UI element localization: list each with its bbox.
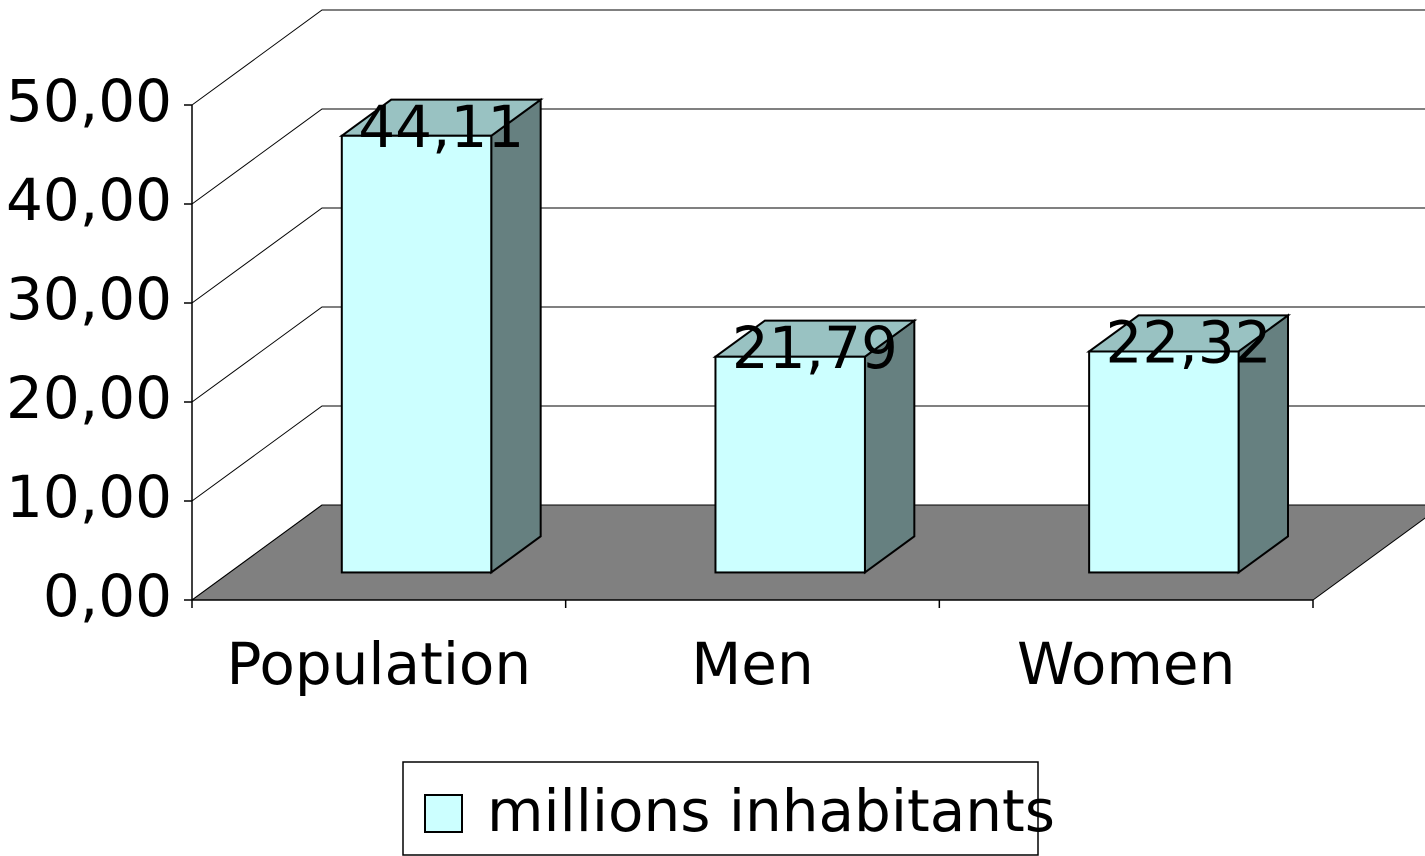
y-tick-label: 40,00 [6,166,172,234]
y-tick-label: 0,00 [43,562,172,630]
bar-side [490,97,542,575]
grid-line [191,306,1425,403]
x-tick-label: Men [691,630,814,698]
data-label: 22,32 [1106,309,1272,377]
bar [1088,350,1240,574]
legend-swatch [424,794,463,833]
y-tick-label: 30,00 [6,265,172,333]
bar [340,134,493,574]
y-tick-label: 50,00 [6,67,172,135]
legend-label: millions inhabitants [487,777,1055,845]
grid-line [191,9,1425,106]
grid-line [191,207,1425,304]
grid-line [191,504,1425,601]
legend-box [402,761,1039,856]
data-label: 21,79 [732,314,898,382]
x-tick-label: Population [226,630,531,698]
y-tick-label: 20,00 [6,364,172,432]
grid-line [191,405,1425,502]
data-label: 44,11 [358,93,524,161]
x-tick-label: Women [1017,630,1235,698]
bar [714,355,866,574]
y-tick-label: 10,00 [6,463,172,531]
grid-line [191,108,1425,205]
